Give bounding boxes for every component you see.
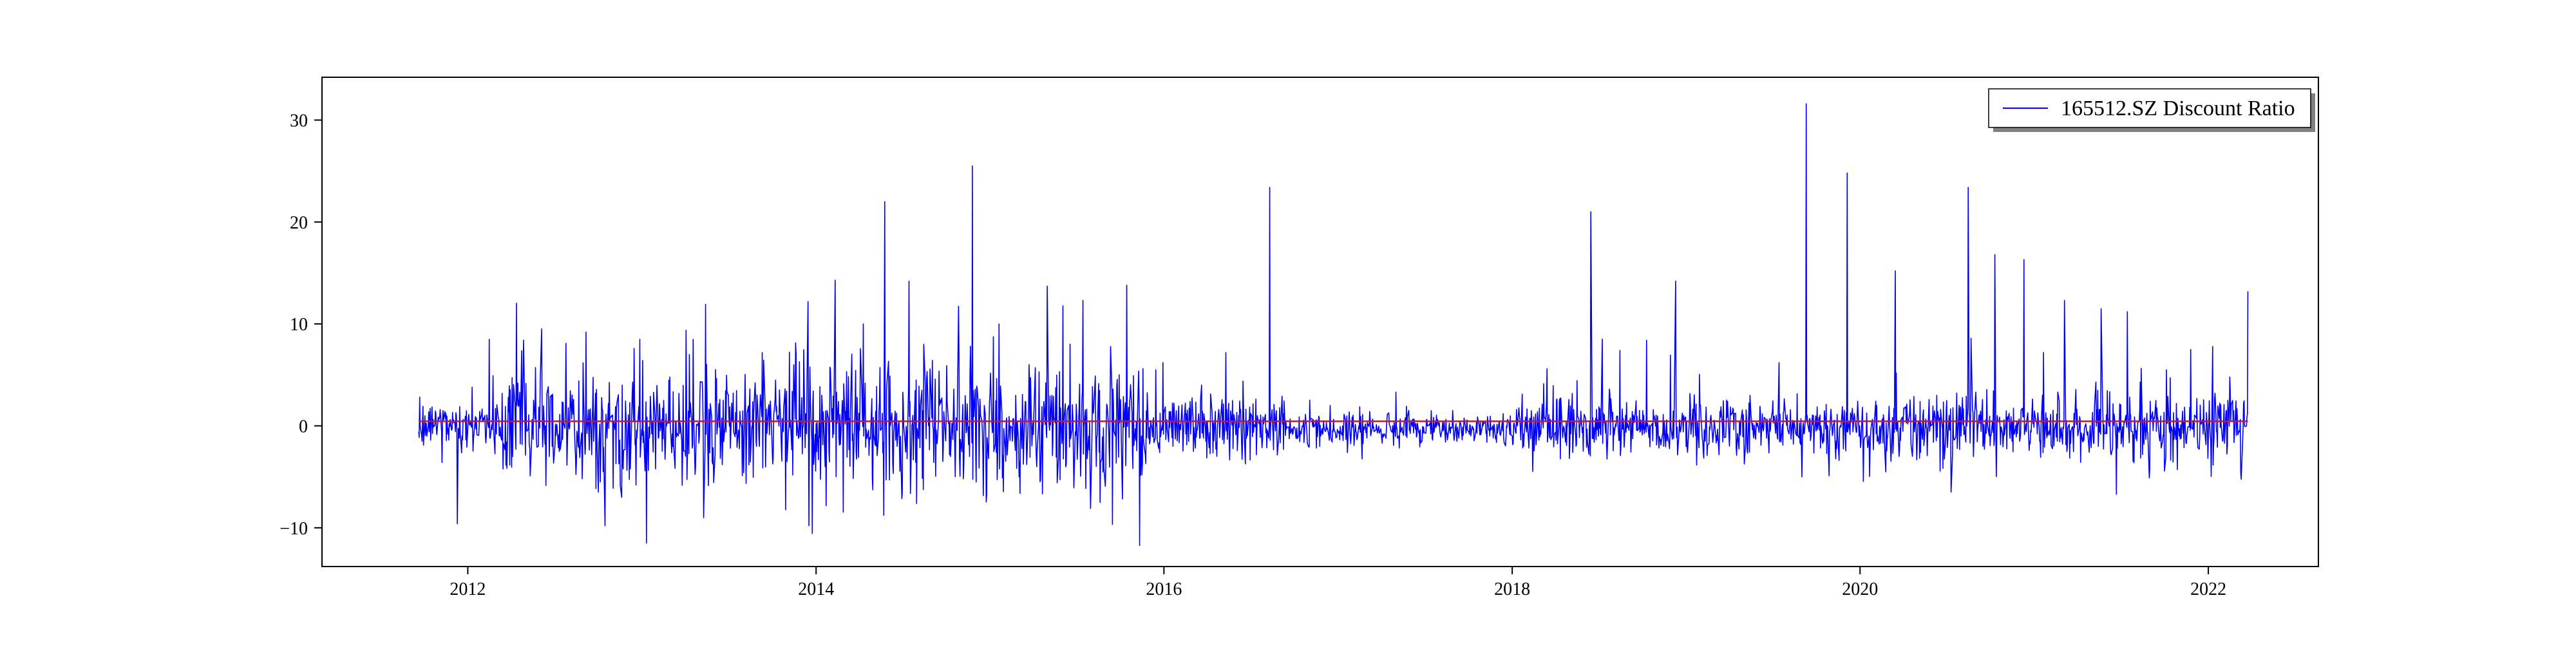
- y-axis: −10 0 10 20 30: [279, 111, 322, 539]
- x-tick-label: 2012: [450, 579, 486, 599]
- plot-frame: [321, 77, 2319, 567]
- y-tick-label: −10: [279, 519, 308, 539]
- x-axis: 2012 2014 2016 2018 2020 2022: [450, 567, 2226, 599]
- legend: 165512.SZ Discount Ratio: [1988, 88, 2315, 132]
- x-tick-label: 2016: [1146, 579, 1182, 599]
- x-tick-label: 2022: [2190, 579, 2226, 599]
- x-tick-label: 2018: [1494, 579, 1530, 599]
- y-tick-label: 20: [290, 213, 308, 233]
- x-tick-label: 2020: [1842, 579, 1878, 599]
- y-tick-label: 0: [299, 417, 308, 437]
- y-tick-label: 30: [290, 111, 308, 131]
- legend-label: 165512.SZ Discount Ratio: [2061, 97, 2295, 120]
- series-line-discount-ratio: [418, 103, 2249, 547]
- plot-area: [418, 103, 2249, 547]
- x-tick-label: 2014: [798, 579, 834, 599]
- y-tick-label: 10: [290, 315, 308, 335]
